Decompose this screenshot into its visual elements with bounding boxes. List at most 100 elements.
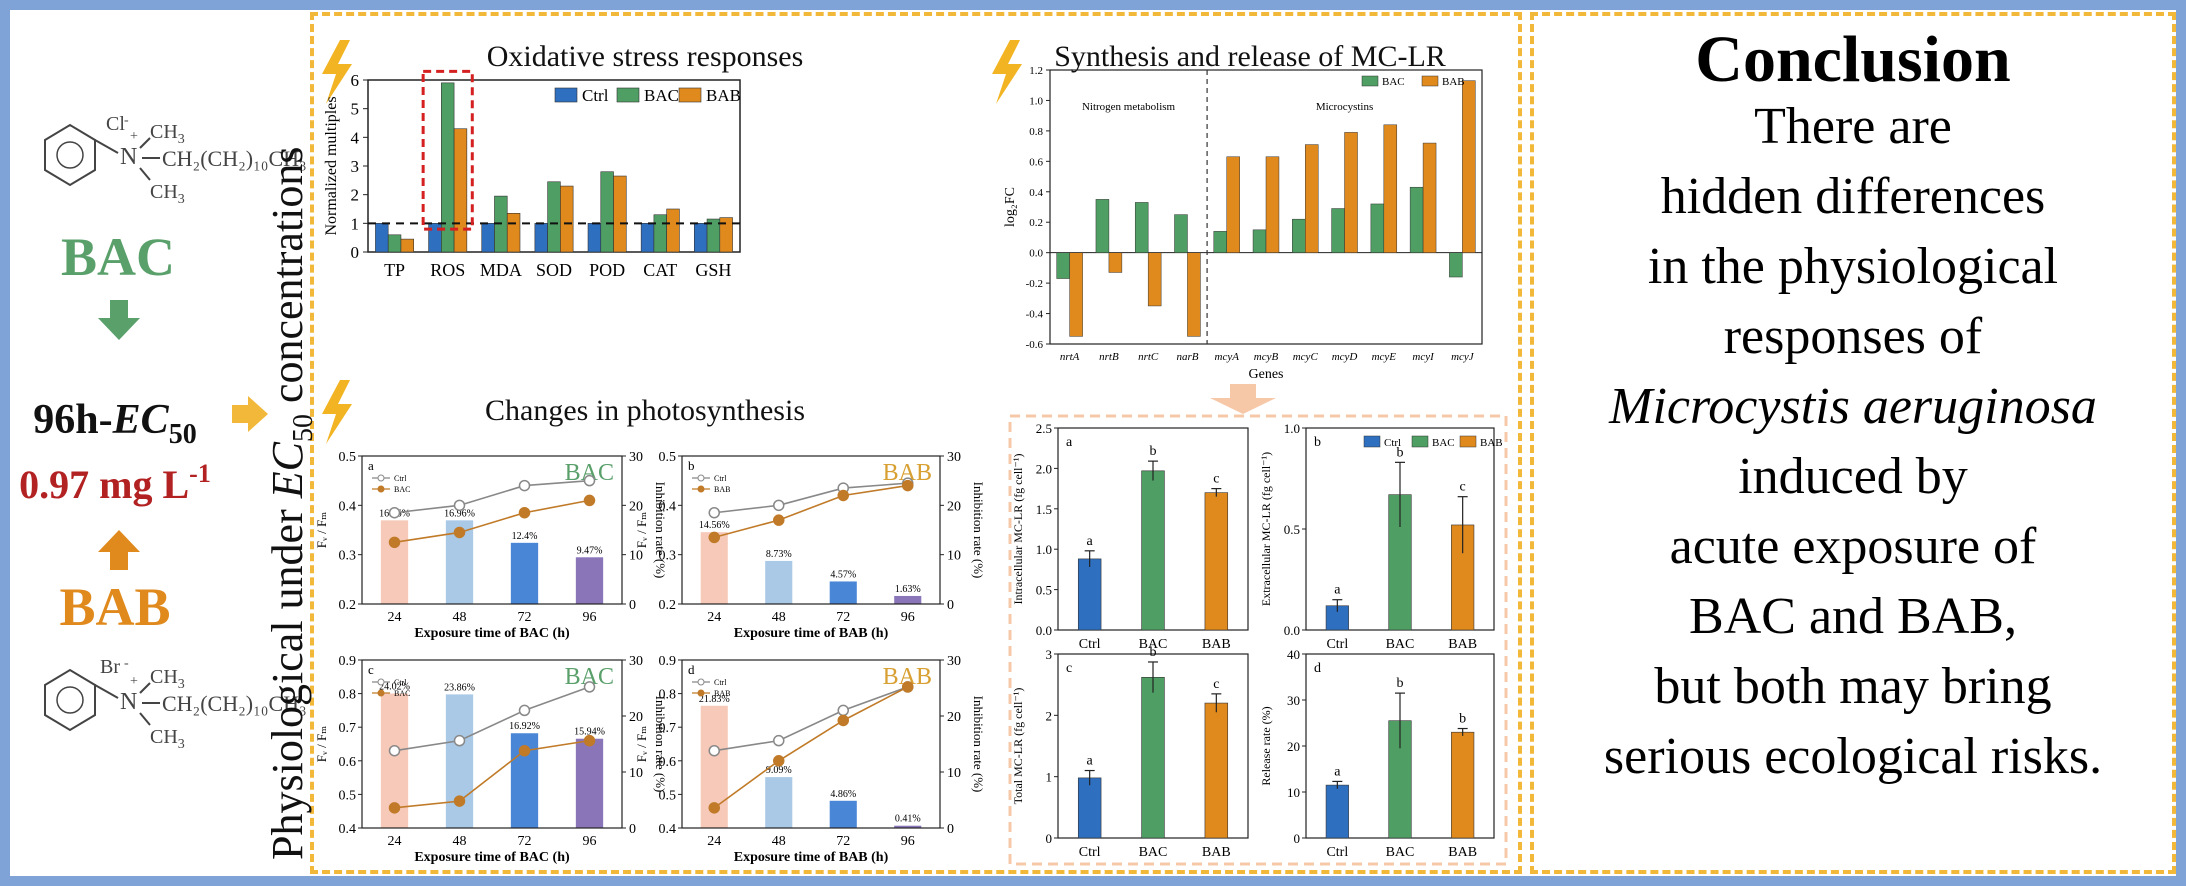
mclr-title: Synthesis and release of MC-LR (1054, 40, 1446, 73)
bar (719, 217, 733, 253)
y-tick-label: 1 (1046, 770, 1053, 785)
bar (1147, 252, 1162, 307)
treatment-point (518, 506, 531, 519)
bar (506, 213, 521, 253)
x-tick-label: 48 (772, 610, 786, 625)
bar-label: 15.94% (574, 727, 605, 738)
treatment-point (773, 755, 785, 767)
legend-label: BAC (644, 86, 679, 105)
x-axis-label: Exposure time of BAB (h) (734, 850, 889, 865)
photosynthesis-panel-d: 21.83% 9.09% 4.86% 0.41% 0.4 0.5 0.6 0.7 0.8 0.9 0… (634, 654, 986, 865)
y-tick-label: -0.2 (1026, 278, 1043, 290)
x-tick-label: 96 (583, 834, 597, 849)
bar (693, 223, 708, 253)
legend-swatch (1361, 75, 1379, 87)
y-tick-label: 0.0 (1029, 248, 1043, 260)
bac-anion-label: Cl (106, 113, 125, 135)
x-tick-label: 24 (388, 834, 402, 849)
x-tick-label: BAC (1139, 637, 1168, 652)
x-tick-label: 96 (901, 610, 915, 625)
treatment-point (708, 531, 720, 544)
significance-letter: a (1087, 754, 1094, 769)
bar (1305, 144, 1319, 253)
legend-label: BAC (1432, 437, 1455, 449)
x-tick-label: mcyE (1372, 351, 1397, 363)
x-axis-label: Exposure time of BAB (h) (734, 626, 889, 641)
legend-marker (697, 689, 705, 697)
ctrl-point (583, 474, 596, 487)
bar (894, 595, 922, 604)
bar (700, 532, 728, 604)
y2-tick-label: 10 (947, 549, 961, 564)
treatment-point (837, 714, 849, 727)
bar (1422, 142, 1437, 253)
significance-letter: c (1213, 472, 1219, 487)
y-tick-label: 0.8 (659, 688, 677, 703)
bar (600, 171, 614, 253)
legend-label: BAB (714, 485, 730, 494)
legend-label: Ctrl (394, 678, 407, 687)
bar (575, 557, 604, 604)
bab-structure: Br - N + CH3 CH3 CH₂(CH₂)₁₀CH₃ (44, 656, 307, 752)
legend-swatch (678, 87, 702, 103)
bar (481, 223, 495, 253)
y-tick-label: 0.5 (1284, 522, 1300, 537)
treatment-line (713, 686, 909, 809)
bar (765, 560, 793, 604)
ctrl-point (837, 704, 849, 717)
y-tick-label: 2.5 (1036, 421, 1052, 436)
y2-tick-label: 30 (629, 654, 643, 669)
conclusion-panel-border (1530, 12, 2176, 874)
y2-axis-label: Inhibition rate (%) (971, 696, 986, 793)
legend-marker (377, 485, 385, 493)
ctrl-point (518, 704, 531, 717)
legend-swatch (1411, 435, 1429, 448)
bar (1204, 702, 1229, 839)
panel-letter: c (368, 662, 374, 677)
bar (653, 214, 667, 253)
conclusion-line: responses of (1723, 308, 1983, 365)
x-tick-label: 24 (707, 610, 721, 625)
conclusion-line: induced by (1738, 448, 1968, 505)
y-tick-label: 20 (1287, 739, 1300, 754)
significance-letter: b (1397, 445, 1404, 460)
bar-label: 16.92% (509, 721, 540, 732)
bac-chain-label: CH₂(CH₂)₁₀CH₃ (162, 146, 307, 171)
y-axis-label: Fᵥ / Fₘ (634, 726, 649, 762)
bac-n-atom: N (120, 144, 137, 170)
legend-marker (377, 474, 385, 482)
y-tick-label: 1.0 (1029, 95, 1043, 107)
y-tick-label: -0.6 (1026, 339, 1044, 351)
bar (453, 128, 468, 253)
panel-letter: c (1066, 661, 1072, 676)
left-column: Cl - N + CH3 CH3 CH₂(CH₂)₁₀CH₃ BAC 96h-E… (19, 113, 307, 752)
y2-tick-label: 20 (947, 499, 961, 514)
bar-label: 4.86% (830, 789, 856, 800)
x-tick-label: 96 (583, 610, 597, 625)
bar (829, 581, 857, 604)
y-axis-label: Fᵥ / Fₘ (314, 726, 329, 762)
mclr-panel-border (1008, 414, 1508, 866)
legend-label: BAC (394, 485, 410, 494)
oxidative-title: Oxidative stress responses (487, 40, 804, 73)
lightning-icon (322, 380, 352, 444)
x-tick-label: 72 (836, 610, 850, 625)
x-tick-label: 96 (901, 834, 915, 849)
plot-frame (361, 659, 623, 829)
panel-letter: b (688, 458, 695, 473)
bar (613, 175, 627, 253)
x-axis-label: Exposure time of BAC (h) (414, 850, 570, 865)
y-tick-label: 3 (1046, 647, 1053, 662)
y-tick-label: 0 (351, 243, 360, 262)
bac-label: BAC (61, 227, 175, 287)
y2-tick-label: 10 (947, 766, 961, 781)
y-tick-label: 10 (1287, 785, 1300, 800)
x-tick-label: 48 (453, 610, 467, 625)
bar (1134, 202, 1149, 253)
y-tick-label: 1.5 (1036, 502, 1052, 517)
bab-chain-label: CH₂(CH₂)₁₀CH₃ (162, 691, 307, 716)
ctrl-point (518, 479, 531, 492)
x-tick-label: 72 (836, 834, 850, 849)
bar (1462, 80, 1476, 253)
ctrl-point (773, 734, 785, 747)
